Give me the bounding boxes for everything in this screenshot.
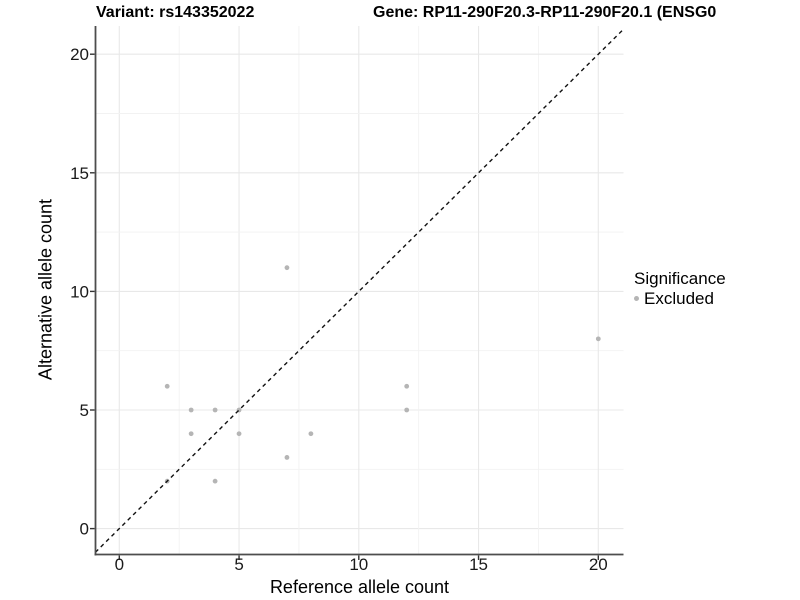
plot-title-variant: Variant: rs143352022 — [96, 4, 255, 21]
y-tick-label: 20 — [70, 45, 89, 64]
legend-title: Significance — [634, 269, 726, 288]
legend-point-icon — [634, 296, 639, 301]
legend-item-excluded: Excluded — [634, 289, 726, 308]
data-point — [164, 383, 170, 389]
data-point — [284, 265, 290, 271]
data-point — [236, 431, 242, 437]
y-tick-label: 0 — [80, 520, 89, 539]
x-tick-label: 5 — [234, 555, 243, 574]
x-axis-title: Reference allele count — [269, 577, 450, 597]
x-tick-label: 0 — [115, 555, 124, 574]
identity-reference-line — [94, 28, 624, 553]
x-tick-label: 10 — [349, 555, 368, 574]
data-point — [212, 407, 218, 413]
x-tick-label: 15 — [469, 555, 488, 574]
data-point — [284, 455, 290, 460]
data-point — [188, 431, 194, 437]
y-tick-label: 15 — [70, 164, 89, 183]
plot-title-gene: Gene: RP11-290F20.3-RP11-290F20.1 (ENSG0 — [373, 4, 717, 21]
data-point — [595, 336, 601, 342]
legend-item-label: Excluded — [644, 289, 714, 308]
y-tick-label: 10 — [70, 282, 89, 301]
data-point — [188, 407, 194, 413]
legend: Significance Excluded — [634, 269, 726, 308]
y-axis-title: Alternative allele count — [35, 198, 56, 381]
y-tick-label: 5 — [80, 401, 89, 420]
data-point — [212, 478, 218, 484]
data-point — [404, 383, 410, 389]
data-point — [308, 431, 314, 437]
data-point — [404, 407, 410, 413]
x-tick-label: 20 — [589, 555, 608, 574]
